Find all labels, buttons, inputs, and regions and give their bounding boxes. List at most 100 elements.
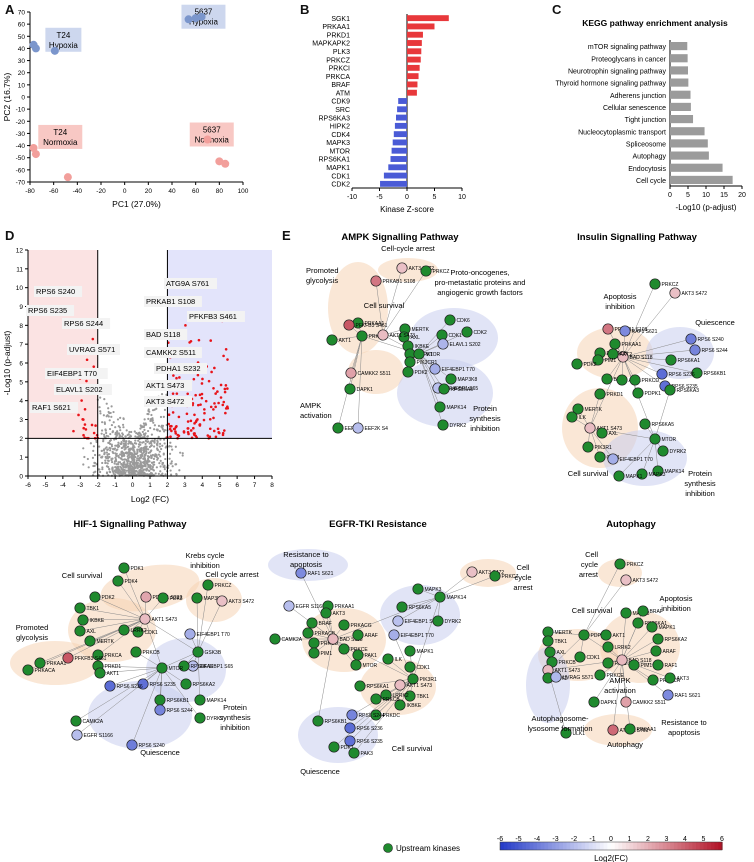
- pathway-annotation: inhibition: [220, 723, 250, 732]
- network-edge: [144, 618, 199, 653]
- volcano-label-box: [30, 402, 79, 413]
- network-node: [685, 333, 697, 345]
- volcano-point: [152, 421, 155, 424]
- volcano-point: [157, 453, 161, 456]
- network-node-label: EEF2K S4: [365, 426, 389, 432]
- volcano-point: [158, 442, 162, 445]
- network-edge: [196, 597, 199, 653]
- volcano-point: [142, 457, 145, 460]
- colorbar-segment: [525, 842, 531, 850]
- volcano-point: [99, 470, 102, 474]
- colorbar-tick-label: 3: [665, 836, 669, 843]
- network-node-label: MAPK14: [447, 405, 467, 411]
- network-node-label: AKT3: [677, 676, 690, 682]
- volcano-point: [108, 419, 111, 422]
- y-tick-label: -20: [16, 119, 26, 126]
- kinase-label: SRC: [335, 107, 350, 114]
- network-edge: [99, 667, 163, 674]
- network-node: [636, 468, 648, 480]
- network-node: [652, 659, 664, 671]
- volcano-sig-point: [226, 358, 229, 361]
- network-node: [344, 722, 356, 734]
- y-tick-label: 11: [16, 266, 23, 273]
- volcano-point: [152, 445, 156, 448]
- volcano-sig-point: [219, 383, 223, 387]
- network-node: [74, 602, 86, 614]
- volcano-point: [133, 430, 136, 433]
- y-tick-label: 10: [16, 285, 24, 292]
- colorbar-segment: [548, 842, 553, 850]
- network-node-label: UVRAG S571: [563, 675, 594, 681]
- pathway-annotation: Quiescence: [140, 748, 180, 757]
- volcano-point: [116, 471, 120, 474]
- colorbar-segment: [537, 842, 542, 850]
- volcano-point: [102, 438, 105, 441]
- volcano-point: [113, 462, 116, 465]
- network-node-label: RPS6KA1: [678, 358, 701, 364]
- kinase-label: PRKCA: [326, 74, 350, 81]
- network-title: HIF-1 Signalling Pathway: [74, 519, 188, 530]
- volcano-point: [100, 432, 103, 435]
- pathway-region: [378, 258, 438, 282]
- pca-point: [31, 44, 40, 53]
- colorbar-segment: [703, 842, 708, 850]
- pathway-annotation: angiogenic growth factors: [437, 288, 523, 297]
- volcano-point: [113, 470, 116, 473]
- y-tick-label: 30: [18, 58, 26, 65]
- volcano-sig-point: [224, 347, 228, 351]
- network-node-label: ULK1: [573, 731, 586, 737]
- network-node: [94, 667, 106, 679]
- network-edge: [197, 600, 223, 653]
- network-node: [180, 678, 192, 690]
- colorbar-segment: [551, 842, 557, 850]
- network-node-label: EGFR S1166: [84, 733, 114, 739]
- network-edge: [161, 667, 201, 719]
- volcano-sig-point: [177, 415, 181, 419]
- network-node: [665, 354, 677, 366]
- volcano-point: [150, 433, 154, 436]
- volcano-point: [152, 457, 156, 461]
- network-node-label: PRKAA1: [47, 661, 67, 667]
- volcano-sig-point: [94, 424, 97, 427]
- volcano-point: [151, 461, 154, 464]
- volcano-label: UVRAG S571: [69, 345, 115, 354]
- network-node-label: MERTK: [585, 407, 603, 413]
- network-edge: [418, 319, 451, 355]
- volcano-label: PDHA1 S232: [156, 364, 201, 373]
- volcano-point: [134, 435, 137, 438]
- network-node-label: RPS6KB1: [325, 719, 348, 725]
- volcano-point: [135, 459, 139, 462]
- network-node-label: AXL: [609, 431, 619, 437]
- network-node-label: BAD S118: [629, 658, 652, 664]
- volcano-point: [124, 471, 127, 474]
- volcano-point: [117, 446, 120, 449]
- volcano-point: [106, 459, 110, 462]
- volcano-point: [171, 448, 174, 451]
- kegg-label: Tight junction: [625, 117, 666, 124]
- network-edge: [337, 335, 363, 429]
- network-node: [438, 383, 450, 395]
- volcano-point: [122, 440, 126, 443]
- network-node: [578, 629, 590, 641]
- pathway-annotation: Promoted: [16, 623, 49, 632]
- pathway-annotation: Cell survival: [568, 469, 609, 478]
- volcano-point: [109, 449, 112, 452]
- volcano-point: [145, 445, 148, 448]
- network-node-label: PRKCE: [607, 673, 625, 679]
- pathway-annotation: apoptosis: [290, 560, 322, 569]
- volcano-sig-point: [207, 379, 211, 383]
- network-node: [617, 351, 629, 363]
- pathway-annotation: Cell survival: [62, 571, 103, 580]
- volcano-point: [136, 448, 139, 451]
- network-edge: [622, 356, 698, 374]
- colorbar-tick-label: -1: [589, 836, 595, 843]
- volcano-point: [107, 410, 110, 414]
- network-node: [70, 715, 82, 727]
- volcano-point: [162, 415, 165, 419]
- pathway-annotation: inhibition: [470, 424, 500, 433]
- volcano-sig-point: [178, 376, 181, 379]
- network-node: [607, 348, 619, 360]
- volcano-point: [140, 473, 143, 476]
- volcano-point: [167, 445, 171, 448]
- volcano-point: [130, 473, 133, 476]
